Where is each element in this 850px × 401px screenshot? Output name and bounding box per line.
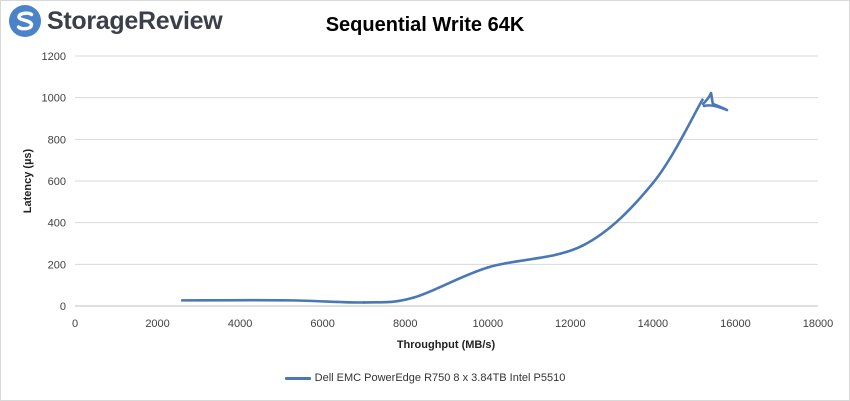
- data-point: [701, 98, 704, 102]
- legend: Dell EMC PowerEdge R750 8 x 3.84TB Intel…: [0, 372, 850, 384]
- x-tick-label: 2000: [145, 318, 169, 330]
- data-point: [486, 266, 490, 269]
- y-tick-label: 400: [48, 218, 66, 230]
- hand-drawn-arrow-annotation: [701, 91, 729, 112]
- brand-logo: StorageReview: [8, 4, 223, 38]
- data-point: [412, 296, 415, 299]
- y-tick-label: 0: [60, 301, 66, 313]
- legend-label: Dell EMC PowerEdge R750 8 x 3.84TB Intel…: [314, 372, 566, 384]
- x-tick-label: 12000: [555, 318, 586, 330]
- x-tick-label: 16000: [720, 318, 751, 330]
- series-line: [181, 98, 704, 304]
- data-point: [288, 299, 291, 302]
- x-tick-label: 6000: [310, 318, 334, 330]
- x-tick-label: 10000: [472, 318, 503, 330]
- y-tick-labels: 0 200 400 600 800 1000 1200: [42, 51, 66, 313]
- x-axis-title: Throughput (MB/s): [397, 339, 496, 351]
- data-point: [581, 244, 585, 247]
- storagereview-logo-icon: [9, 5, 41, 37]
- y-axis-title: Latency (µs): [22, 148, 34, 213]
- x-tick-label: 8000: [393, 318, 417, 330]
- x-tick-labels: 0 2000 4000 6000 8000 10000 12000 14000 16000 180…: [72, 318, 833, 330]
- x-tick-label: 4000: [228, 318, 252, 330]
- chart-title: Sequential Write 64K: [325, 14, 525, 36]
- y-tick-label: 600: [48, 176, 66, 188]
- x-tick-label: 18000: [803, 318, 834, 330]
- data-point: [181, 299, 184, 302]
- data-point: [651, 181, 655, 185]
- y-tick-label: 200: [48, 259, 66, 271]
- legend-swatch: [284, 376, 311, 380]
- y-tick-label: 800: [48, 134, 66, 146]
- series-lines: [181, 98, 704, 304]
- data-point: [362, 301, 366, 304]
- y-tick-label: 1200: [42, 51, 66, 63]
- gridlines: [75, 55, 818, 265]
- x-tick-label: 0: [72, 318, 78, 330]
- brand-name: StorageReview: [47, 6, 223, 35]
- x-tick-label: 14000: [638, 318, 669, 330]
- y-tick-label: 1000: [42, 93, 66, 105]
